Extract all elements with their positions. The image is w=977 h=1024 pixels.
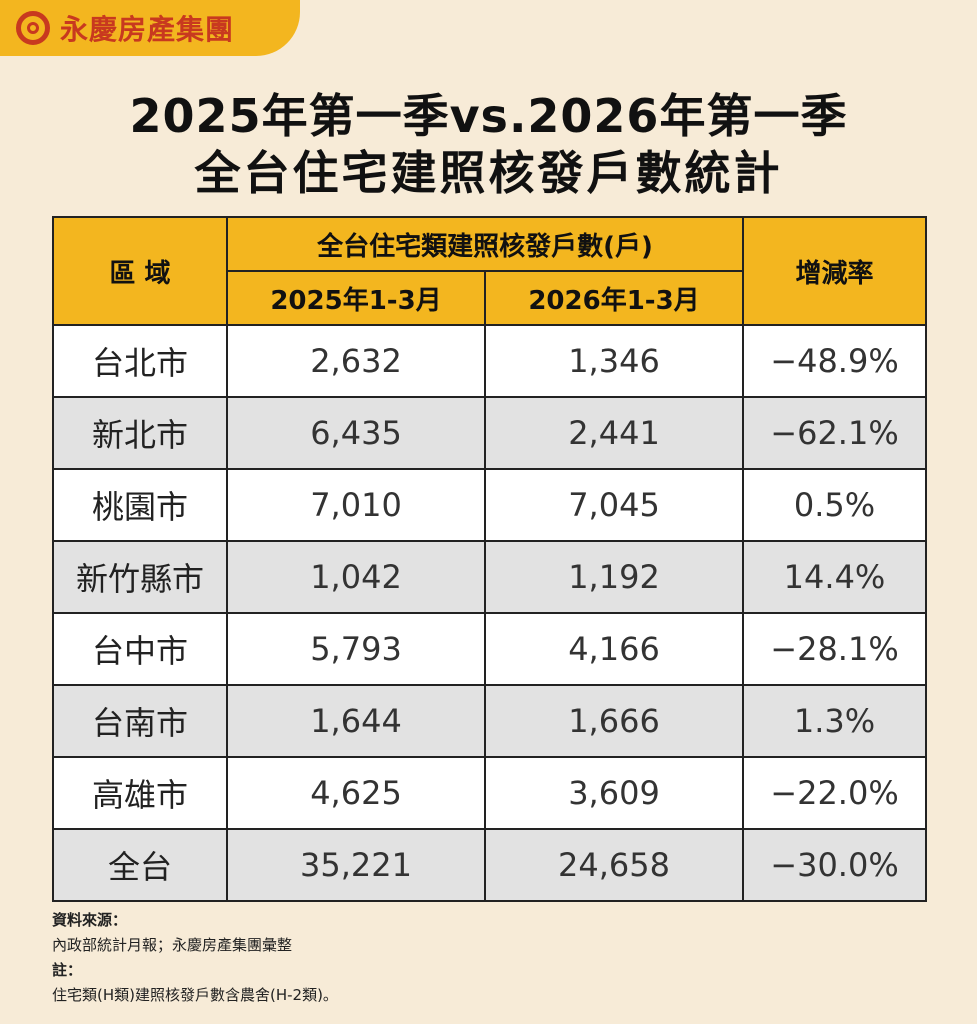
note-label: 註： bbox=[52, 961, 83, 979]
cell-2025: 1,644 bbox=[226, 684, 486, 758]
cell-rate: 0.5% bbox=[742, 468, 927, 542]
table-row-total: 全台 35,221 24,658 −30.0% bbox=[52, 828, 927, 902]
cell-2025: 7,010 bbox=[226, 468, 486, 542]
cell-rate: 1.3% bbox=[742, 684, 927, 758]
cell-2025: 6,435 bbox=[226, 396, 486, 470]
cell-region: 高雄市 bbox=[52, 756, 228, 830]
brand-name: 永慶房產集團 bbox=[60, 13, 235, 46]
cell-rate: −48.9% bbox=[742, 324, 927, 398]
cell-2025: 1,042 bbox=[226, 540, 486, 614]
table-row: 高雄市 4,625 3,609 −22.0% bbox=[52, 756, 927, 830]
cell-2026: 3,609 bbox=[484, 756, 744, 830]
table-row: 桃園市 7,010 7,045 0.5% bbox=[52, 468, 927, 542]
cell-2026: 1,346 bbox=[484, 324, 744, 398]
table-row: 新竹縣市 1,042 1,192 14.4% bbox=[52, 540, 927, 614]
cell-rate: −22.0% bbox=[742, 756, 927, 830]
cell-rate: 14.4% bbox=[742, 540, 927, 614]
cell-2025: 35,221 bbox=[226, 828, 486, 902]
cell-rate: −28.1% bbox=[742, 612, 927, 686]
table-row: 台北市 2,632 1,346 −48.9% bbox=[52, 324, 927, 398]
cell-region: 全台 bbox=[52, 828, 228, 902]
cell-2026: 1,666 bbox=[484, 684, 744, 758]
source-text: 內政部統計月報；永慶房產集團彙整 bbox=[52, 936, 293, 954]
cell-region: 台南市 bbox=[52, 684, 228, 758]
cell-region: 台中市 bbox=[52, 612, 228, 686]
table-row: 台中市 5,793 4,166 −28.1% bbox=[52, 612, 927, 686]
page-title-line2: 全台住宅建照核發戶數統計 bbox=[194, 146, 783, 200]
cell-2025: 4,625 bbox=[226, 756, 486, 830]
cell-region: 新竹縣市 bbox=[52, 540, 228, 614]
cell-region: 台北市 bbox=[52, 324, 228, 398]
brand-tab: 永慶房產集團 bbox=[0, 0, 300, 56]
page-title-line1: 2025年第一季vs.2026年第一季 bbox=[129, 89, 848, 143]
header-2025: 2025年1-3月 bbox=[226, 270, 486, 326]
header-region: 區 域 bbox=[52, 216, 228, 326]
cell-2026: 4,166 bbox=[484, 612, 744, 686]
cell-2025: 5,793 bbox=[226, 612, 486, 686]
cell-2026: 24,658 bbox=[484, 828, 744, 902]
cell-2026: 2,441 bbox=[484, 396, 744, 470]
source-label: 資料來源： bbox=[52, 911, 128, 929]
header-rate: 增減率 bbox=[742, 216, 927, 326]
cell-rate: −62.1% bbox=[742, 396, 927, 470]
header-2026: 2026年1-3月 bbox=[484, 270, 744, 326]
circle-logo-icon bbox=[16, 11, 50, 45]
cell-region: 新北市 bbox=[52, 396, 228, 470]
cell-2025: 2,632 bbox=[226, 324, 486, 398]
stats-table: 區 域 全台住宅類建照核發戶數(戶) 增減率 2025年1-3月 2026年1-… bbox=[52, 216, 927, 902]
cell-rate: −30.0% bbox=[742, 828, 927, 902]
header-group: 全台住宅類建照核發戶數(戶) bbox=[226, 216, 744, 272]
cell-region: 桃園市 bbox=[52, 468, 228, 542]
table-row: 台南市 1,644 1,666 1.3% bbox=[52, 684, 927, 758]
cell-2026: 7,045 bbox=[484, 468, 744, 542]
note-text: 住宅類(H類)建照核發戶數含農舍(H-2類)。 bbox=[52, 986, 338, 1004]
cell-2026: 1,192 bbox=[484, 540, 744, 614]
footnotes: 資料來源： 內政部統計月報；永慶房產集團彙整 註： 住宅類(H類)建照核發戶數含… bbox=[52, 908, 338, 1008]
table-row: 新北市 6,435 2,441 −62.1% bbox=[52, 396, 927, 470]
